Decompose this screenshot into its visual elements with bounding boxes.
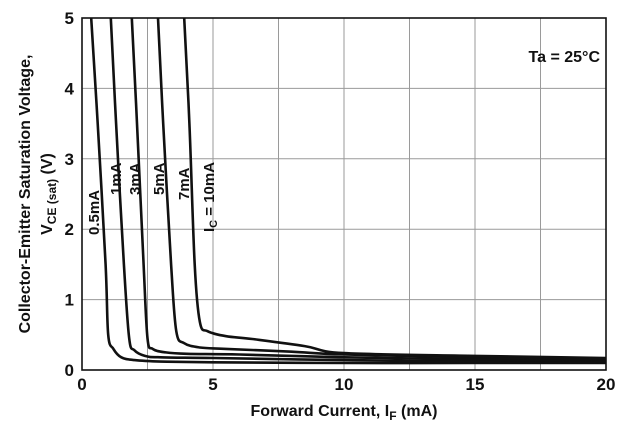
y-tick-label: 0: [65, 361, 74, 380]
x-tick-labels: 0 5 10 15 20: [77, 375, 615, 394]
y-axis-label-line2: VCE (sat) (V): [39, 153, 59, 235]
y-tick-labels: 0 1 2 3 4 5: [65, 9, 75, 380]
y-tick-label: 3: [65, 150, 74, 169]
curve-label-3ma: 3mA: [127, 162, 144, 195]
x-tick-label: 0: [77, 375, 86, 394]
y-tick-label: 4: [65, 79, 75, 98]
curve-label-7ma: 7mA: [176, 167, 193, 200]
x-tick-label: 20: [597, 375, 616, 394]
temperature-annotation: Ta = 25°C: [529, 49, 601, 66]
curve-label-0-5ma: 0.5mA: [86, 190, 103, 235]
series-line-3ma: [130, 17, 607, 363]
x-tick-label: 5: [208, 375, 217, 394]
plot-frame: [81, 17, 607, 371]
y-tick-label: 1: [65, 291, 74, 310]
grid-lines: [82, 18, 606, 370]
y-tick-label: 5: [65, 9, 74, 28]
x-tick-label: 15: [466, 375, 485, 394]
series-line-5ma: [156, 17, 607, 361]
curve-label-10ma: IC = 10mA: [201, 162, 220, 232]
curves-group: [89, 17, 607, 365]
y-tick-label: 2: [65, 220, 74, 239]
y-axis-label-line1: Collector-Emitter Saturation Voltage,: [17, 55, 34, 334]
x-tick-label: 10: [335, 375, 354, 394]
series-line-0-5ma: [89, 17, 606, 365]
curve-label-1ma: 1mA: [108, 162, 125, 195]
series-line-7ma: [182, 17, 607, 360]
curve-label-5ma: 5mA: [151, 162, 168, 195]
series-line-1ma: [109, 17, 607, 364]
x-axis-label: Forward Current, IF (mA): [251, 403, 438, 423]
